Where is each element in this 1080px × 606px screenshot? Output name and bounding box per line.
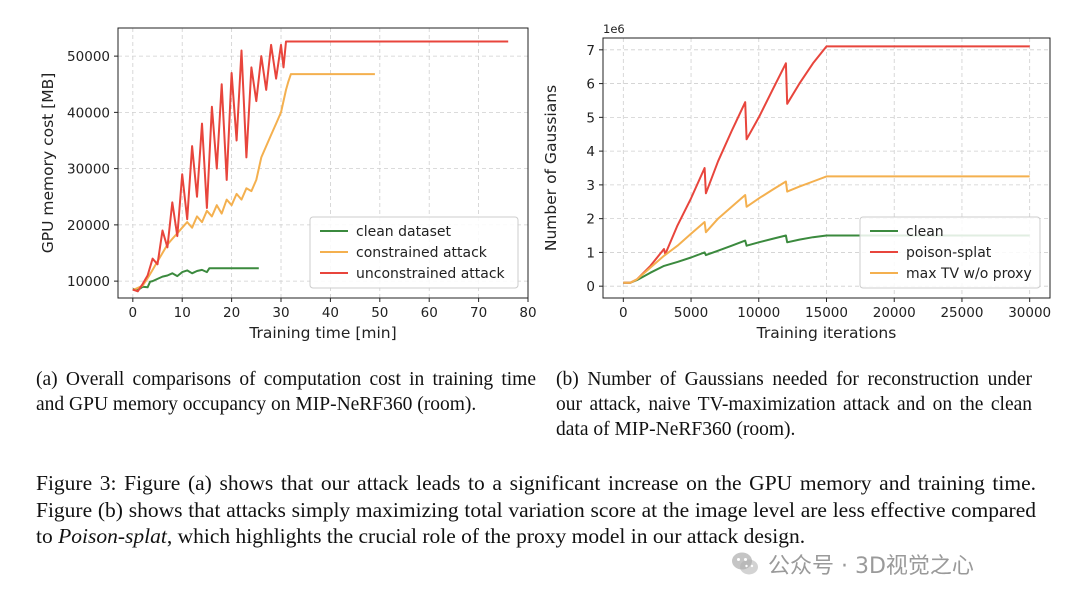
x-axis-label: Training time [min] [248, 324, 396, 342]
series-line-clean [623, 234, 1030, 284]
legend-label: poison-splat [906, 245, 992, 261]
chart-b-gaussians-vs-iterations: 0 5000 10000 15000 20000 25000 30000 0 1 2 3 4 5 6 7 Tr… [542, 22, 1051, 342]
series-line-poison-splat [623, 45, 1030, 284]
watermark: 公众号 · 3D视觉之心 [730, 548, 974, 580]
series-line-max-TV-w/o-proxy [623, 175, 1030, 284]
legend: clean poison-splat max TV w/o proxy [859, 216, 1041, 289]
x-tick-label: 40 [322, 305, 339, 321]
caption-a: (a) Overall comparisons of computation c… [36, 369, 536, 415]
y-axis-label: Number of Gaussians [542, 85, 560, 251]
series-line-clean-dataset [132, 267, 259, 292]
x-tick-label: 20 [223, 305, 240, 321]
legend-label: max TV w/o proxy [906, 266, 1032, 282]
x-tick-label: 0 [129, 305, 138, 321]
x-tick-label: 50 [371, 305, 388, 321]
x-tick-label: 60 [421, 305, 438, 321]
y-tick-label: 10000 [67, 274, 110, 290]
chart-a-memory-vs-time: 0 10 20 30 40 50 60 70 80 10000 20000 30000 40000 500… [39, 27, 537, 342]
y-tick-label: 2 [586, 212, 595, 228]
y-tick-label: 7 [586, 43, 595, 59]
series-line-unconstrained-attack [132, 40, 509, 293]
plot-frame [117, 27, 529, 299]
legend-box [309, 216, 519, 289]
x-axis-label: Training iterations [756, 324, 897, 342]
x-tick-label: 15000 [805, 305, 848, 321]
x-tick-label: 25000 [940, 305, 983, 321]
y-axis-label: GPU memory cost [MB] [39, 73, 57, 254]
x-tick-label: 30000 [1008, 305, 1051, 321]
figure-caption-emphasis: Poison-splat [58, 524, 167, 548]
x-tick-label: 80 [519, 305, 536, 321]
figure-caption-post: , which highlights the crucial role of t… [166, 524, 806, 548]
x-tick-label: 0 [619, 305, 628, 321]
y-tick-label: 4 [586, 144, 595, 160]
watermark-text: 公众号 · 3D视觉之心 [768, 554, 974, 579]
y-tick-label: 5 [586, 110, 595, 126]
x-tick-label: 30 [272, 305, 289, 321]
y-tick-label: 40000 [67, 105, 110, 121]
series-line-constrained-attack [132, 73, 375, 292]
figure-caption-pre: Figure 3: Figure (a) shows that our atta… [36, 471, 1036, 548]
legend-label: unconstrained attack [356, 266, 506, 282]
legend-label: clean dataset [356, 224, 452, 240]
y-tick-label: 30000 [67, 162, 110, 178]
x-tick-label: 5000 [674, 305, 708, 321]
y-tick-label: 0 [586, 279, 595, 295]
y-tick-label: 50000 [67, 49, 110, 65]
x-tick-label: 10000 [737, 305, 780, 321]
y-tick-label: 20000 [67, 218, 110, 234]
y-offset-label: 1e6 [603, 22, 625, 36]
legend-box [859, 216, 1041, 289]
legend-label: constrained attack [356, 245, 488, 261]
legend: clean dataset constrained attack unconstra… [309, 216, 519, 289]
y-tick-label: 3 [586, 178, 595, 194]
x-tick-label: 10 [174, 305, 191, 321]
x-tick-label: 20000 [873, 305, 916, 321]
figure-caption: Figure 3: Figure (a) shows that our atta… [36, 470, 1036, 550]
y-tick-label: 1 [586, 245, 595, 261]
legend-label: clean [906, 224, 944, 240]
y-tick-label: 6 [586, 77, 595, 93]
x-tick-label: 70 [470, 305, 487, 321]
wechat-icon [732, 552, 758, 575]
caption-b: (b) Number of Gaussians needed for recon… [556, 369, 1032, 440]
